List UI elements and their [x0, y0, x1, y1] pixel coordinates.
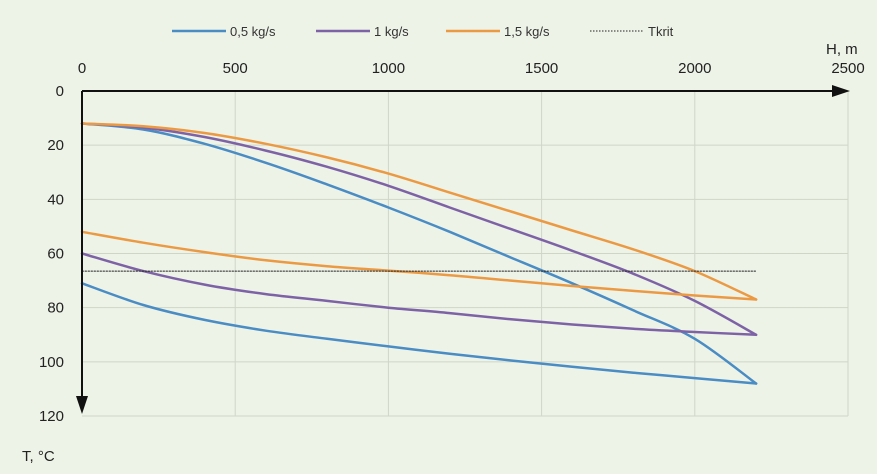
- series-line-s05: [80, 282, 758, 385]
- legend: 0,5 kg/s 1 kg/s 1,5 kg/s Tkrit: [172, 24, 674, 39]
- y-tick-label: 0: [56, 83, 64, 100]
- x-tick-label: 2000: [678, 60, 711, 77]
- x-axis-arrow: [832, 85, 850, 97]
- x-tick-label: 1500: [525, 60, 558, 77]
- y-tick-label: 100: [39, 354, 64, 371]
- legend-label-s1: 1 kg/s: [374, 24, 409, 39]
- axes: 0 500 1000 1500 2000 2500 0 20 40 60 80 100 120: [39, 60, 865, 425]
- y-tick-label: 20: [47, 137, 64, 154]
- y-axis-title: T, °C: [22, 448, 55, 465]
- series-line-s05: [80, 122, 758, 385]
- y-tick-label: 40: [47, 191, 64, 208]
- legend-label-s15: 1,5 kg/s: [504, 24, 550, 39]
- legend-label-tkrit: Tkrit: [648, 24, 674, 39]
- series-line-s15: [80, 230, 758, 301]
- series-lines: [80, 122, 758, 385]
- series-line-s1: [80, 122, 758, 337]
- x-tick-label: 500: [223, 60, 248, 77]
- legend-label-s05: 0,5 kg/s: [230, 24, 276, 39]
- x-axis-title: H, m: [826, 41, 858, 58]
- x-tick-label: 0: [78, 60, 86, 77]
- x-tick-label: 2500: [831, 60, 864, 77]
- y-tick-label: 80: [47, 300, 64, 317]
- y-tick-label: 120: [39, 408, 64, 425]
- x-tick-label: 1000: [372, 60, 405, 77]
- series-line-s15: [80, 122, 758, 301]
- y-axis-arrow: [76, 396, 88, 414]
- y-tick-label: 60: [47, 246, 64, 263]
- series-line-s1: [80, 252, 758, 337]
